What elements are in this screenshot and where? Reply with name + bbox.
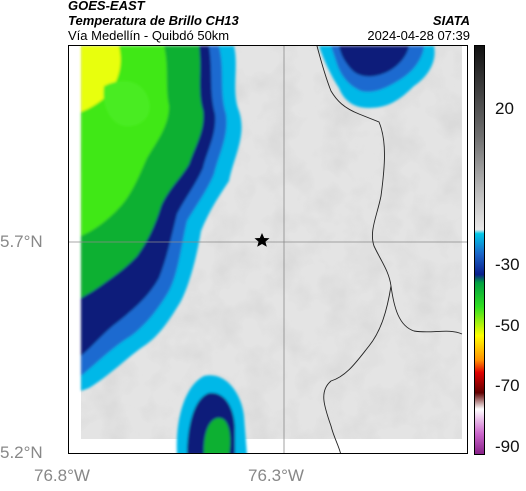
cloud-yellow-core <box>81 46 121 112</box>
department-boundary <box>316 46 463 453</box>
lat-tick-5-2: 5.2°N <box>0 443 43 462</box>
colorbar-tick-minus70: -70 <box>495 376 520 395</box>
colorbar-tick-minus90: -90 <box>495 437 520 456</box>
cloud-navy-north <box>339 46 409 77</box>
datetime-label: 2024-04-28 07:39 <box>367 28 470 43</box>
colorbar-tick-minus30: -30 <box>495 255 520 274</box>
satellite-name: GOES-EAST <box>68 0 145 13</box>
colorbar-tick-minus50: -50 <box>495 316 520 335</box>
colorbar-tick-20: 20 <box>495 99 514 118</box>
location-star <box>254 233 270 247</box>
lat-tick-5-7: 5.7°N <box>0 232 43 251</box>
product-title: Temperatura de Brillo CH13 <box>68 13 239 28</box>
satellite-map <box>68 45 468 454</box>
source-label: SIATA <box>432 13 470 28</box>
lon-tick-76-8: 76.8°W <box>34 466 90 485</box>
cloud-green-south <box>203 418 231 453</box>
brightness-temperature-field <box>69 46 467 453</box>
region-label: Vía Medellín - Quibdó 50km <box>68 28 230 43</box>
lon-tick-76-3: 76.3°W <box>248 466 304 485</box>
temperature-colorbar <box>474 45 485 455</box>
cloud-green-patch <box>103 81 150 127</box>
